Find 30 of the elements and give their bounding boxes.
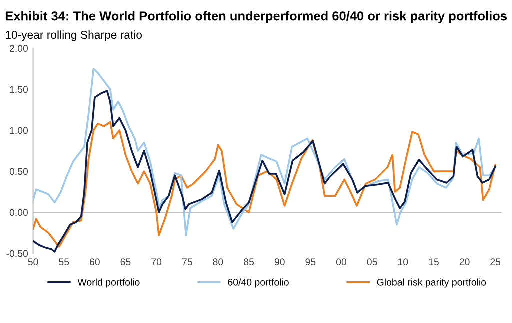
chart-subtitle: 10-year rolling Sharpe ratio (6, 30, 142, 42)
x-tick-label: 00 (336, 258, 347, 266)
y-tick-label: 0.50 (10, 168, 28, 176)
x-tick-label: 75 (182, 258, 192, 266)
line-series (33, 68, 496, 236)
x-tick-label: 55 (59, 258, 70, 266)
x-tick-label: 60 (90, 258, 100, 266)
x-tick-label: 20 (460, 258, 470, 266)
y-tick-label: 2.00 (10, 45, 28, 52)
x-tick-label: 95 (306, 258, 316, 266)
y-tick-label: -0.50 (6, 250, 28, 258)
chart-title: Exhibit 34: The World Portfolio often underperformed 60/40 or risk parity portfolios (6, 11, 508, 24)
x-tick-label: 90 (274, 258, 285, 266)
x-tick-label: 85 (244, 258, 254, 266)
y-tick-label: 0.00 (10, 209, 28, 216)
line-series (33, 121, 496, 248)
x-tick-label: 80 (213, 258, 224, 266)
x-tick-label: 65 (120, 258, 131, 266)
x-tick-label: 25 (490, 258, 501, 266)
x-tick-label: 10 (398, 258, 408, 266)
legend-label: Global risk parity portfolio (377, 278, 486, 288)
line-series (33, 90, 496, 253)
x-tick-label: 70 (152, 258, 162, 266)
x-tick-label: 15 (429, 258, 439, 266)
x-tick-label: 50 (28, 258, 38, 266)
x-tick-label: 05 (367, 258, 378, 266)
legend-label: World portfolio (78, 278, 140, 288)
y-tick-label: 1.00 (10, 127, 28, 134)
legend-label: 60/40 portfolio (228, 278, 289, 288)
y-tick-label: 1.50 (10, 86, 28, 94)
